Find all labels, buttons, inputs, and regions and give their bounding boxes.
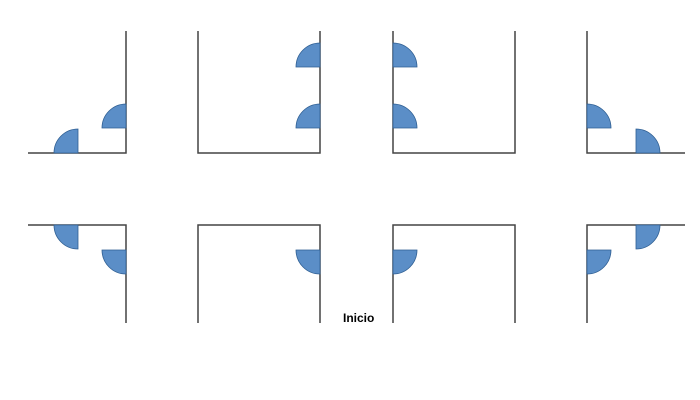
quarter-circle [586,103,612,129]
quarter-circle [101,103,127,129]
quarter-circle [53,224,79,250]
panel-bottom-1 [28,224,127,323]
quarter-circle [53,128,79,154]
top-row [28,31,685,154]
panel-top-2 [197,31,321,154]
panel-bottom-2 [197,224,321,323]
quarter-circle [295,249,321,275]
panel-top-3 [392,31,516,154]
panel-bottom-4 [586,224,685,323]
panel-bottom-3 [392,224,516,323]
panel-outline [392,224,516,323]
quarter-circle [295,42,321,68]
quarter-circle [635,224,661,250]
quarter-circle [635,128,661,154]
quarter-circle [392,103,418,129]
quarter-circle [295,103,321,129]
panel-outline [197,31,321,154]
quarter-circle [392,42,418,68]
panel-outline [197,224,321,323]
panel-outline [392,31,516,154]
quarter-circle [101,249,127,275]
panel-top-1 [28,31,127,154]
quarter-circle [392,249,418,275]
quarter-circle [586,249,612,275]
start-label: Inicio [343,311,375,325]
panel-top-4 [586,31,685,154]
bottom-row [28,224,685,323]
